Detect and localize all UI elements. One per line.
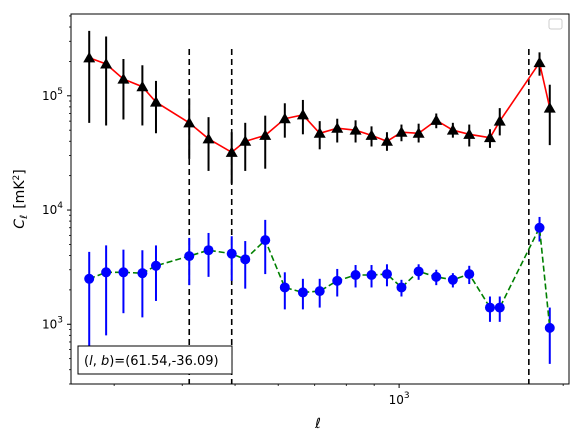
legend xyxy=(548,18,563,30)
data-point-circle xyxy=(101,267,112,278)
data-point-circle xyxy=(431,271,442,282)
data-point-circle xyxy=(184,251,195,262)
data-point-triangle xyxy=(225,146,238,157)
data-point-circle xyxy=(413,266,424,277)
data-point-circle xyxy=(314,286,325,297)
data-point-triangle xyxy=(446,124,459,135)
data-point-triangle xyxy=(430,114,443,125)
data-point-circle xyxy=(396,282,407,293)
axis-ticks: 103 104 105 103 xyxy=(42,15,564,407)
annotation-box xyxy=(77,345,233,375)
data-point-triangle xyxy=(183,116,196,128)
plot-frame xyxy=(70,13,570,385)
data-point-circle xyxy=(447,274,458,285)
data-point-triangle xyxy=(463,128,476,139)
data-point-triangle xyxy=(395,126,408,137)
series-1 xyxy=(83,30,556,184)
data-point-circle xyxy=(226,248,237,259)
data-point-triangle xyxy=(239,135,252,146)
data-point-triangle xyxy=(533,56,546,68)
x-axis-label: ℓ xyxy=(314,416,321,432)
data-point-circle xyxy=(381,269,392,280)
data-point-circle xyxy=(544,322,555,333)
x-tick-label: 103 xyxy=(389,391,410,407)
data-point-triangle xyxy=(117,73,130,84)
data-point-circle xyxy=(260,235,271,246)
data-point-circle xyxy=(484,302,495,313)
y-tick-label: 104 xyxy=(42,201,63,217)
plot-area xyxy=(70,13,570,385)
data-point-circle xyxy=(240,254,251,265)
data-point-triangle xyxy=(380,135,393,146)
data-point-triangle xyxy=(100,57,113,69)
data-point-circle xyxy=(464,269,475,280)
data-point-triangle xyxy=(349,124,362,135)
data-point-circle xyxy=(137,268,148,279)
annotation: (l, b)=(61.54,-36.09) xyxy=(77,345,233,375)
data-point-circle xyxy=(150,260,161,271)
data-point-circle xyxy=(494,302,505,313)
data-point-circle xyxy=(534,222,545,233)
data-point-triangle xyxy=(83,51,96,63)
series-layer xyxy=(83,30,556,364)
data-point-triangle xyxy=(412,127,425,138)
data-point-triangle xyxy=(331,122,344,133)
data-point-triangle xyxy=(278,112,291,124)
y-axis-label: Cℓ[mK2] xyxy=(12,169,30,228)
data-point-triangle xyxy=(149,96,162,107)
legend-box xyxy=(548,18,563,30)
y-tick-label: 103 xyxy=(42,315,63,331)
data-point-circle xyxy=(118,267,129,278)
data-point-triangle xyxy=(259,129,272,140)
data-point-triangle xyxy=(365,129,378,140)
data-point-triangle xyxy=(543,102,556,113)
series-line xyxy=(88,224,551,328)
data-point-circle xyxy=(84,273,95,284)
data-point-circle xyxy=(203,245,214,256)
data-point-triangle xyxy=(483,131,496,143)
series-2 xyxy=(84,216,555,364)
y-tick-label: 105 xyxy=(42,87,63,103)
data-point-circle xyxy=(297,287,308,298)
data-point-circle xyxy=(279,282,290,293)
data-point-circle xyxy=(350,269,361,280)
vertical-dashed-lines xyxy=(188,49,530,384)
annotation-text: (l, b)=(61.54,-36.09) xyxy=(84,354,219,369)
data-point-circle xyxy=(332,275,343,286)
data-point-triangle xyxy=(202,132,215,144)
data-point-triangle xyxy=(313,127,326,138)
data-point-circle xyxy=(366,269,377,280)
data-point-triangle xyxy=(296,108,309,120)
data-point-triangle xyxy=(493,115,506,126)
data-point-triangle xyxy=(136,80,149,92)
